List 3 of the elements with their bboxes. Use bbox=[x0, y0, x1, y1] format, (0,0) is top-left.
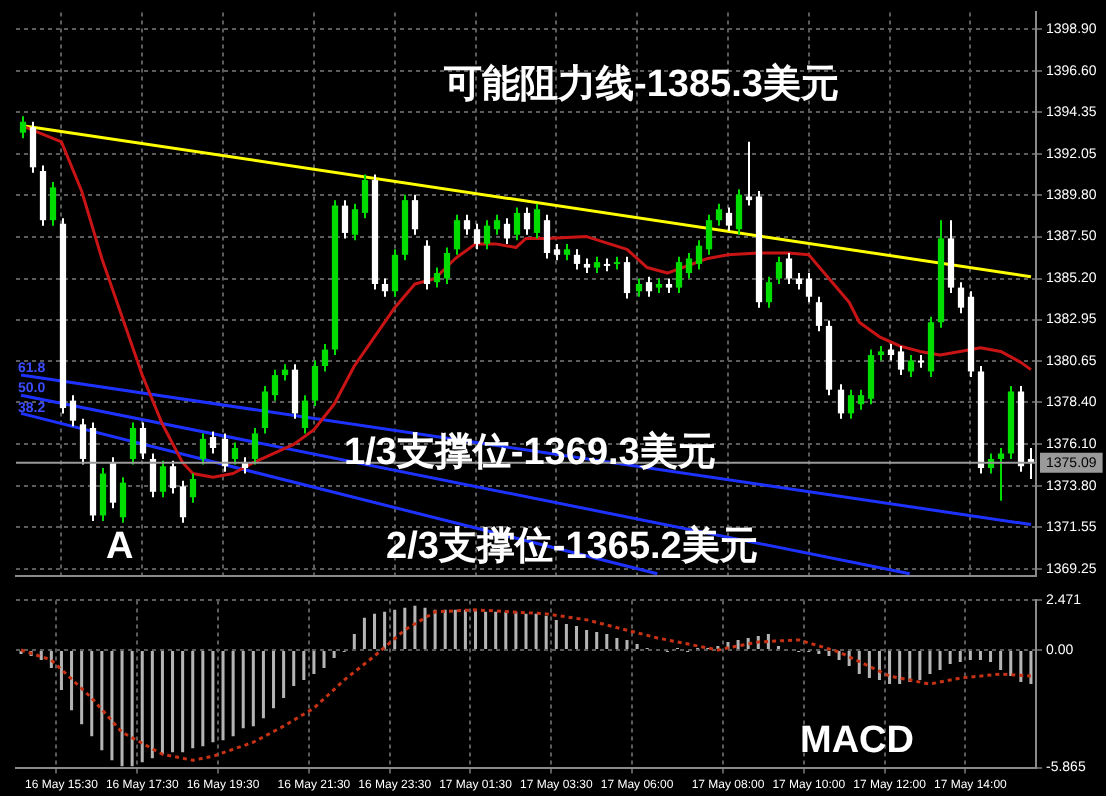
annotation: MACD bbox=[800, 720, 914, 762]
annotation: A bbox=[106, 526, 134, 568]
annotation: 可能阻力线-1385.3美元 bbox=[442, 62, 839, 106]
